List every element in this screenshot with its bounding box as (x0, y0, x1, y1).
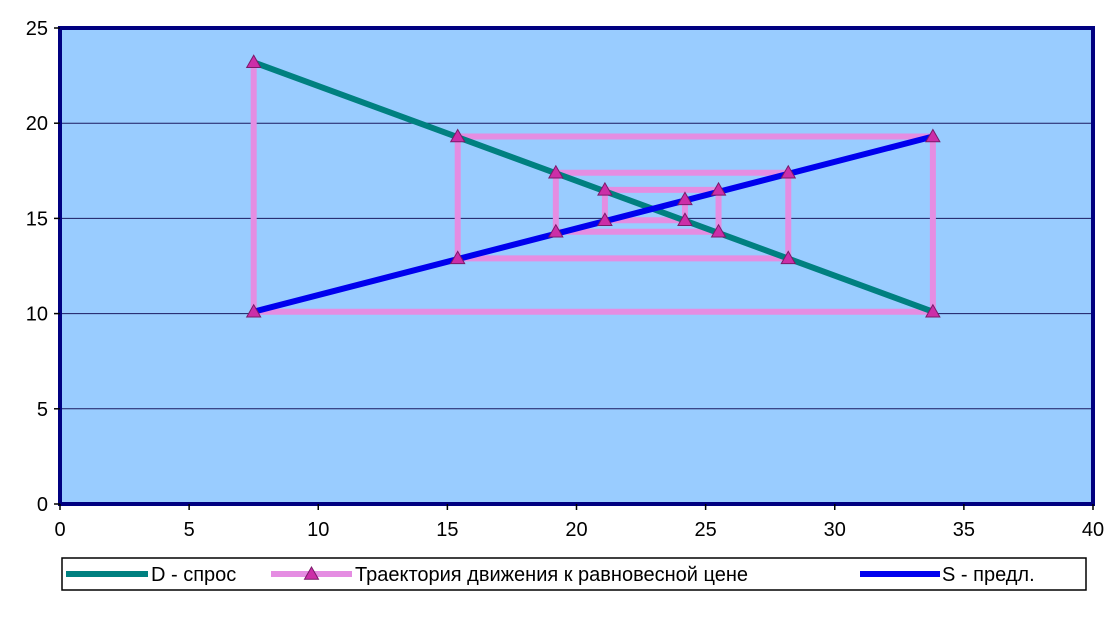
legend: D - спрос Траектория движения к равновесн… (61, 557, 1087, 591)
series-line-0 (252, 59, 934, 315)
plot-background (60, 28, 1093, 504)
x-tick-label-1: 5 (184, 519, 195, 541)
legend-marker-1 (303, 565, 320, 580)
x-axis-ticks: 0 5 10 15 20 25 30 35 40 (54, 504, 1104, 541)
y-tick-label-1: 5 (37, 399, 48, 421)
trajectory-point-12 (597, 181, 613, 196)
trajectory-point-11 (710, 181, 727, 196)
trajectory-point-10 (710, 223, 727, 238)
trajectory-point-13 (597, 212, 613, 227)
y-tick-label-5: 25 (26, 18, 48, 40)
series-line-2 (252, 133, 934, 315)
y-tick-label-2: 10 (26, 304, 48, 326)
trajectory-point-2 (925, 303, 941, 318)
trajectory-point-7 (780, 164, 797, 179)
trajectory-point-0 (245, 54, 262, 69)
y-tick-label-0: 0 (37, 494, 48, 516)
legend-label-2: S - предл. (942, 564, 1035, 586)
legend-label-0: D - спрос (151, 564, 236, 586)
x-tick-label-8: 40 (1082, 519, 1104, 541)
x-tick-label-2: 10 (307, 519, 329, 541)
trajectory-point-1 (245, 303, 262, 318)
x-tick-label-6: 30 (824, 519, 846, 541)
trajectory-point-14 (677, 212, 693, 227)
trajectory-point-9 (547, 223, 564, 238)
x-tick-label-4: 20 (565, 519, 587, 541)
trajectory-point-3 (925, 128, 941, 143)
trajectory-point-4 (449, 128, 466, 143)
trajectory-point-15 (677, 191, 693, 206)
series-line-1 (250, 62, 936, 315)
trajectory-point-5 (449, 250, 466, 265)
y-tick-label-3: 15 (26, 208, 48, 230)
x-tick-label-5: 25 (695, 519, 717, 541)
plot-area (58, 26, 1095, 506)
y-axis-ticks: 0 5 10 15 20 25 (26, 18, 60, 516)
series-lines (245, 54, 941, 318)
trajectory-point-8 (547, 164, 564, 179)
x-tick-label-3: 15 (436, 519, 458, 541)
x-tick-label-0: 0 (54, 519, 65, 541)
legend-label-1: Траектория движения к равновесной цене (355, 564, 748, 586)
trajectory-point-6 (780, 250, 797, 265)
y-tick-label-4: 20 (26, 113, 48, 135)
x-tick-label-7: 35 (953, 519, 975, 541)
